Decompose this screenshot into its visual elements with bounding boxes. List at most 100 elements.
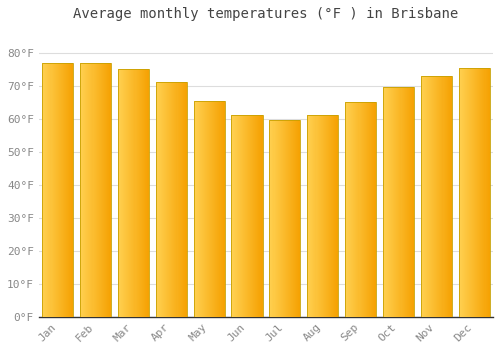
Bar (242, 116, 243, 317)
Bar (285, 120, 286, 317)
Bar (477, 68, 478, 317)
Bar (253, 116, 254, 317)
Bar (123, 69, 124, 317)
Bar (86, 63, 88, 317)
Bar (246, 116, 247, 317)
Bar (143, 69, 144, 317)
Bar (430, 76, 431, 317)
Bar (276, 120, 278, 317)
Bar (260, 116, 262, 317)
Bar (196, 100, 198, 317)
Bar (385, 88, 386, 317)
Bar (182, 82, 184, 317)
Bar (92, 63, 94, 317)
Bar (144, 69, 145, 317)
Bar (345, 102, 376, 317)
Bar (423, 76, 424, 317)
Bar (280, 120, 282, 317)
Bar (433, 76, 434, 317)
Bar (120, 69, 121, 317)
Bar (124, 69, 125, 317)
Bar (96, 63, 98, 317)
Bar (349, 102, 350, 317)
Bar (126, 69, 127, 317)
Bar (410, 88, 411, 317)
Bar (348, 102, 349, 317)
Bar (362, 102, 364, 317)
Bar (391, 88, 392, 317)
Bar (290, 120, 291, 317)
Bar (291, 120, 292, 317)
Bar (334, 116, 335, 317)
Bar (288, 120, 289, 317)
Bar (473, 68, 474, 317)
Bar (220, 100, 222, 317)
Bar (211, 100, 212, 317)
Bar (307, 116, 308, 317)
Bar (429, 76, 430, 317)
Bar (174, 82, 176, 317)
Bar (322, 116, 324, 317)
Bar (333, 116, 334, 317)
Bar (61, 63, 62, 317)
Bar (282, 120, 283, 317)
Bar (238, 116, 240, 317)
Bar (69, 63, 70, 317)
Bar (446, 76, 448, 317)
Bar (272, 120, 274, 317)
Bar (134, 69, 136, 317)
Bar (110, 63, 111, 317)
Bar (138, 69, 140, 317)
Bar (63, 63, 64, 317)
Bar (118, 69, 119, 317)
Bar (426, 76, 427, 317)
Bar (67, 63, 68, 317)
Bar (203, 100, 204, 317)
Bar (194, 100, 196, 317)
Bar (109, 63, 110, 317)
Bar (458, 68, 490, 317)
Bar (392, 88, 393, 317)
Bar (482, 68, 484, 317)
Bar (422, 76, 423, 317)
Bar (372, 102, 373, 317)
Bar (156, 82, 157, 317)
Bar (312, 116, 314, 317)
Bar (421, 76, 452, 317)
Bar (335, 116, 336, 317)
Bar (252, 116, 253, 317)
Bar (121, 69, 122, 317)
Bar (444, 76, 446, 317)
Bar (56, 63, 58, 317)
Bar (411, 88, 412, 317)
Bar (472, 68, 473, 317)
Bar (412, 88, 413, 317)
Bar (400, 88, 402, 317)
Bar (384, 88, 385, 317)
Bar (170, 82, 172, 317)
Bar (241, 116, 242, 317)
Bar (324, 116, 325, 317)
Bar (471, 68, 472, 317)
Bar (165, 82, 166, 317)
Bar (52, 63, 54, 317)
Bar (360, 102, 362, 317)
Bar (346, 102, 347, 317)
Bar (258, 116, 260, 317)
Bar (318, 116, 320, 317)
Bar (65, 63, 66, 317)
Bar (172, 82, 174, 317)
Bar (293, 120, 294, 317)
Bar (287, 120, 288, 317)
Bar (478, 68, 480, 317)
Bar (462, 68, 464, 317)
Bar (214, 100, 216, 317)
Bar (82, 63, 83, 317)
Bar (236, 116, 238, 317)
Bar (206, 100, 207, 317)
Bar (42, 63, 43, 317)
Bar (142, 69, 143, 317)
Bar (209, 100, 210, 317)
Bar (90, 63, 92, 317)
Title: Average monthly temperatures (°F ) in Brisbane: Average monthly temperatures (°F ) in Br… (74, 7, 458, 21)
